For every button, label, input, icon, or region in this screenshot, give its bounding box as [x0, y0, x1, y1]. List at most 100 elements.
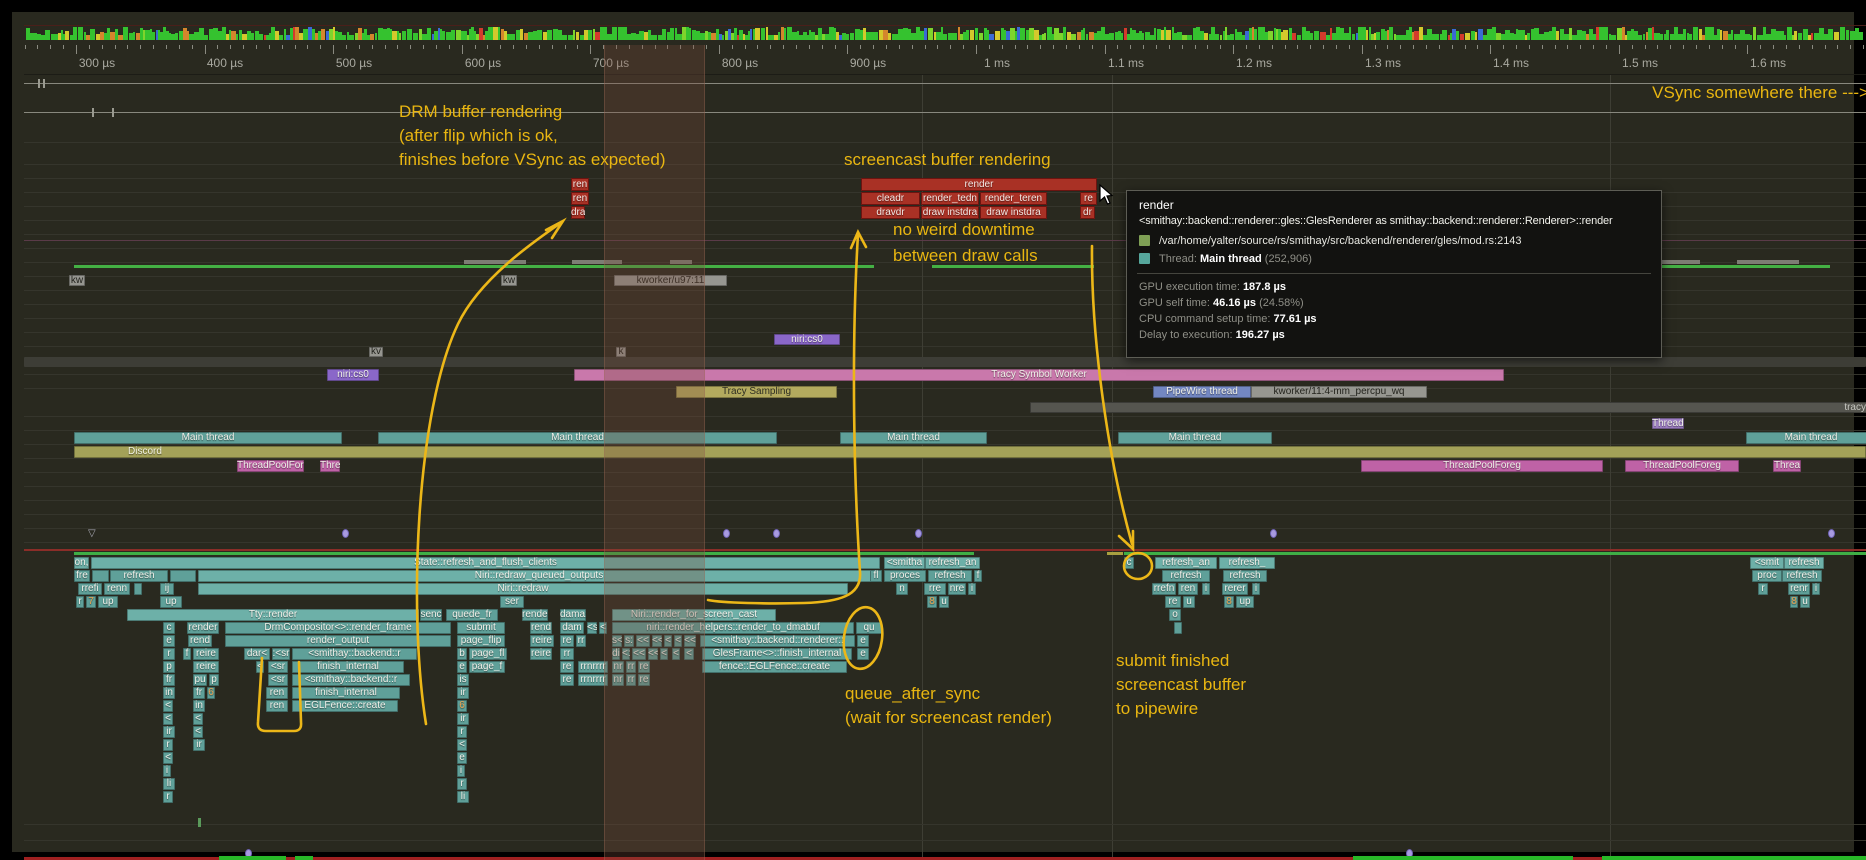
zone-sr[interactable]: <sr	[268, 674, 288, 686]
zone-f[interactable]: f	[183, 648, 191, 660]
zone-sr[interactable]: <sr	[268, 661, 288, 673]
track-tracy-symbol-worker[interactable]: Tracy Symbol Worker	[574, 369, 1504, 381]
track-kworker-11-4-mm-percpu-wq[interactable]: kworker/11:4-mm_percpu_wq	[1251, 386, 1427, 398]
track-threadp[interactable]: ThreadP	[1652, 418, 1684, 429]
track-threadpoolforeg[interactable]: ThreadPoolForeg	[1361, 460, 1603, 472]
zone-e[interactable]: e	[457, 752, 467, 764]
zone-render[interactable]: render	[187, 622, 219, 634]
zone-up[interactable]: up	[98, 596, 118, 608]
zone-fr[interactable]: fr	[163, 674, 175, 686]
zone-rre[interactable]: rre	[924, 583, 946, 595]
zone-refresh[interactable]: refresh	[1784, 557, 1824, 569]
zone-rr[interactable]: rr	[626, 661, 636, 673]
message-dot[interactable]	[246, 850, 251, 857]
zone-render-output[interactable]: render_output	[225, 635, 451, 647]
zone-e[interactable]: e	[857, 635, 869, 647]
zone-block[interactable]	[1174, 622, 1182, 634]
gpu-zone-render-tedn[interactable]: render_tedn	[921, 192, 979, 205]
zone-reire[interactable]: reire	[193, 648, 219, 660]
zone-8[interactable]: 8	[927, 596, 937, 608]
zone-r[interactable]: r	[163, 648, 175, 660]
zone-refresh[interactable]: refresh_	[1219, 557, 1275, 569]
zone-di[interactable]: di	[612, 648, 620, 660]
zone-6[interactable]: 6	[207, 687, 215, 699]
gpu-zone-dra[interactable]: dra	[571, 206, 585, 219]
gpu-zone-ren[interactable]: ren	[571, 192, 589, 205]
zone-rr[interactable]: rr	[560, 648, 574, 660]
zone-s[interactable]: <s	[587, 622, 597, 634]
zone-qu[interactable]: qu	[856, 622, 882, 634]
track-niri-cs0[interactable]: niri:cs0	[774, 334, 840, 345]
zone-dama[interactable]: dama:	[560, 609, 586, 621]
zone-[interactable]: <	[660, 648, 668, 660]
zone-i[interactable]: i	[1812, 583, 1820, 595]
track-k[interactable]: k	[616, 347, 626, 357]
zone-smitha[interactable]: <smitha	[884, 557, 925, 569]
zone-i[interactable]: i	[968, 583, 976, 595]
zone-i[interactable]: i	[1202, 583, 1210, 595]
zone-drmcompositor-render-frame[interactable]: DrmCompositor<>::render_frame	[225, 622, 451, 634]
zone-rend[interactable]: rend	[188, 635, 212, 647]
zone-6[interactable]: 6	[457, 700, 467, 712]
zone-up[interactable]: up	[1236, 596, 1254, 608]
zone-block[interactable]	[170, 570, 196, 582]
zone-li[interactable]: li	[457, 791, 469, 803]
zone-rerer[interactable]: rerer	[1222, 583, 1248, 595]
zone-rrnrrrr[interactable]: rrnrrrr	[578, 674, 608, 686]
zone-s[interactable]: s:	[624, 635, 634, 647]
zone-refresh[interactable]: refresh	[110, 570, 168, 582]
zone-i[interactable]: i	[457, 765, 465, 777]
zone-e[interactable]: e	[857, 648, 869, 660]
collapse-marker-icon[interactable]: ▽	[88, 528, 96, 539]
zone-dar[interactable]: dar<	[244, 648, 270, 660]
zone-re[interactable]: re	[560, 674, 574, 686]
track-main-thread[interactable]: Main thread	[74, 432, 342, 444]
zone-ser[interactable]: ser	[500, 596, 524, 608]
zone-quede-fr[interactable]: quede_fr	[446, 609, 498, 621]
zone-i[interactable]: i	[163, 765, 171, 777]
zone-nre[interactable]: nre	[948, 583, 966, 595]
zone-ij[interactable]: ij	[160, 583, 174, 595]
gpu-zone-dr[interactable]: dr	[1080, 206, 1095, 219]
zone-rrefi[interactable]: rrefi	[78, 583, 102, 595]
zone-renr[interactable]: renr	[1788, 583, 1810, 595]
track-main-thread[interactable]: Main thread	[1118, 432, 1272, 444]
zone-e[interactable]: e	[457, 661, 467, 673]
gpu-zone-dravdr[interactable]: dravdr	[861, 206, 920, 219]
zone-r[interactable]: r	[457, 778, 467, 790]
zone-p[interactable]: p	[209, 674, 219, 686]
gpu-zone-ren[interactable]: ren	[571, 178, 589, 191]
zone-e[interactable]: e	[163, 635, 175, 647]
track-threadpoolforeg[interactable]: ThreadPoolForeg	[237, 460, 304, 472]
message-dot[interactable]	[1271, 530, 1276, 537]
track-kworker-u97-11[interactable]: kworker/u97:11	[614, 275, 727, 286]
zone-rend[interactable]: rend	[530, 622, 552, 634]
zone-ren[interactable]: ren	[266, 687, 288, 699]
zone-fence-eglfence-create[interactable]: fence::EGLFence::create	[702, 661, 847, 673]
zone-eglfence-create[interactable]: EGLFence::create	[292, 700, 398, 712]
track-pipewire-thread[interactable]: PipeWire thread	[1153, 386, 1251, 398]
zone-re[interactable]: re	[1165, 596, 1181, 608]
track-kw[interactable]: kw	[69, 275, 85, 286]
zone-refresh[interactable]: refresh	[928, 570, 972, 582]
zone-is[interactable]: is	[457, 674, 469, 686]
zone-re[interactable]: re	[638, 661, 650, 673]
zone-reire[interactable]: reire	[193, 661, 219, 673]
zone-ir[interactable]: ir	[457, 687, 469, 699]
zone-niri-redraw-queued-outputs[interactable]: Niri::redraw_queued_outputs	[198, 570, 880, 582]
zone-s[interactable]: s<	[612, 635, 622, 647]
zone-refresh-an[interactable]: refresh_an	[925, 557, 980, 569]
zone-reire[interactable]: reire	[530, 635, 554, 647]
zone-ir[interactable]: ir	[457, 713, 469, 725]
zone-[interactable]: <	[599, 622, 607, 634]
timeline-view[interactable]: 300 µs 400 µs 500 µs 600 µs 700 µs 800 µs 900 …	[12, 12, 1866, 860]
track-tracy[interactable]: tracy	[1030, 402, 1866, 413]
zone-nr[interactable]: nr	[612, 661, 624, 673]
zone-finish-internal[interactable]: finish_internal	[292, 687, 400, 699]
zone-block[interactable]	[92, 570, 109, 582]
message-dot[interactable]	[343, 530, 348, 537]
zone-[interactable]: <	[457, 739, 467, 751]
zone-[interactable]: <	[684, 648, 694, 660]
zone-re[interactable]: re	[560, 635, 574, 647]
zone-f[interactable]: f	[974, 570, 982, 582]
